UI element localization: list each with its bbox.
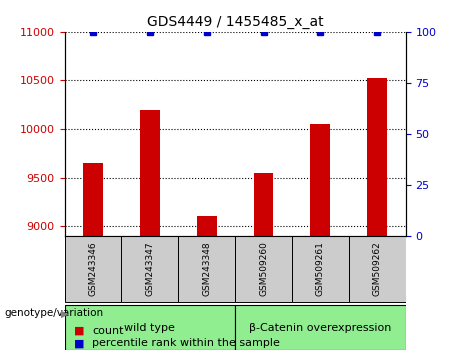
Text: count: count (92, 326, 124, 336)
Text: genotype/variation: genotype/variation (5, 308, 104, 318)
Text: GSM243347: GSM243347 (145, 242, 154, 296)
Bar (349, 236, 406, 302)
Text: GSM243348: GSM243348 (202, 242, 211, 296)
Text: ■: ■ (74, 338, 84, 348)
Text: GSM509262: GSM509262 (373, 242, 382, 296)
Bar (178, 236, 235, 302)
Bar (197, 216, 217, 236)
Text: GSM243346: GSM243346 (89, 242, 97, 296)
Text: β-Catenin overexpression: β-Catenin overexpression (249, 322, 391, 332)
Bar (310, 124, 331, 236)
Text: ■: ■ (74, 326, 84, 336)
Bar (65, 236, 121, 302)
Bar (292, 236, 349, 302)
Bar (235, 236, 292, 302)
Text: percentile rank within the sample: percentile rank within the sample (92, 338, 280, 348)
Bar (235, 304, 406, 350)
Bar (140, 109, 160, 236)
Bar (83, 163, 103, 236)
Bar (254, 173, 273, 236)
Bar (121, 236, 178, 302)
Text: wild type: wild type (124, 322, 175, 332)
Title: GDS4449 / 1455485_x_at: GDS4449 / 1455485_x_at (147, 16, 324, 29)
Bar (65, 304, 235, 350)
Text: ▶: ▶ (61, 308, 69, 318)
Bar (367, 79, 387, 236)
Text: GSM509260: GSM509260 (259, 241, 268, 296)
Text: GSM509261: GSM509261 (316, 241, 325, 296)
